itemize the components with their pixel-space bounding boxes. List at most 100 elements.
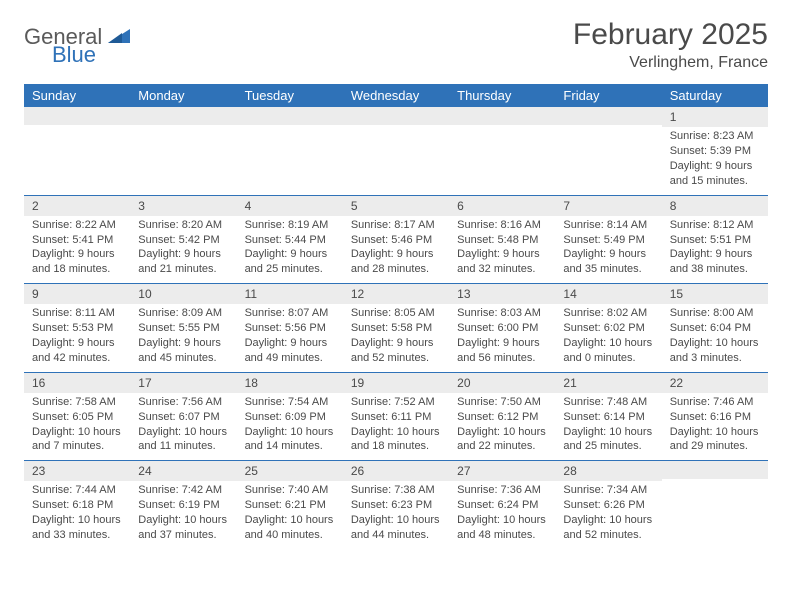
- daylight-text: Daylight: 9 hours and 25 minutes.: [245, 247, 335, 277]
- day-body: Sunrise: 8:03 AMSunset: 6:00 PMDaylight:…: [449, 304, 555, 371]
- sunrise-text: Sunrise: 8:22 AM: [32, 218, 122, 233]
- day-cell: 15Sunrise: 8:00 AMSunset: 6:04 PMDayligh…: [662, 284, 768, 372]
- sunset-text: Sunset: 6:16 PM: [670, 410, 760, 425]
- day-cell: 13Sunrise: 8:03 AMSunset: 6:00 PMDayligh…: [449, 284, 555, 372]
- sunrise-text: Sunrise: 8:19 AM: [245, 218, 335, 233]
- sunset-text: Sunset: 5:55 PM: [138, 321, 228, 336]
- day-header-saturday: Saturday: [662, 84, 768, 107]
- day-header-monday: Monday: [130, 84, 236, 107]
- day-number: 25: [237, 461, 343, 481]
- week-row: 9Sunrise: 8:11 AMSunset: 5:53 PMDaylight…: [24, 283, 768, 372]
- day-cell: [662, 461, 768, 549]
- day-body: Sunrise: 8:02 AMSunset: 6:02 PMDaylight:…: [555, 304, 661, 371]
- day-number: 18: [237, 373, 343, 393]
- daylight-text: Daylight: 9 hours and 18 minutes.: [32, 247, 122, 277]
- sunrise-text: Sunrise: 8:09 AM: [138, 306, 228, 321]
- daylight-text: Daylight: 10 hours and 14 minutes.: [245, 425, 335, 455]
- sunset-text: Sunset: 5:39 PM: [670, 144, 760, 159]
- week-row: 1Sunrise: 8:23 AMSunset: 5:39 PMDaylight…: [24, 107, 768, 195]
- day-cell: 11Sunrise: 8:07 AMSunset: 5:56 PMDayligh…: [237, 284, 343, 372]
- day-number: 15: [662, 284, 768, 304]
- day-body: Sunrise: 8:23 AMSunset: 5:39 PMDaylight:…: [662, 127, 768, 194]
- day-body: Sunrise: 7:50 AMSunset: 6:12 PMDaylight:…: [449, 393, 555, 460]
- day-number: [237, 107, 343, 125]
- day-cell: 8Sunrise: 8:12 AMSunset: 5:51 PMDaylight…: [662, 196, 768, 284]
- day-cell: 1Sunrise: 8:23 AMSunset: 5:39 PMDaylight…: [662, 107, 768, 195]
- day-cell: 21Sunrise: 7:48 AMSunset: 6:14 PMDayligh…: [555, 373, 661, 461]
- daylight-text: Daylight: 9 hours and 45 minutes.: [138, 336, 228, 366]
- day-cell: [237, 107, 343, 195]
- sunrise-text: Sunrise: 8:12 AM: [670, 218, 760, 233]
- day-body: Sunrise: 7:42 AMSunset: 6:19 PMDaylight:…: [130, 481, 236, 548]
- day-number: 19: [343, 373, 449, 393]
- sunrise-text: Sunrise: 8:03 AM: [457, 306, 547, 321]
- day-body: Sunrise: 8:20 AMSunset: 5:42 PMDaylight:…: [130, 216, 236, 283]
- day-cell: [130, 107, 236, 195]
- sunrise-text: Sunrise: 8:17 AM: [351, 218, 441, 233]
- day-body: Sunrise: 7:54 AMSunset: 6:09 PMDaylight:…: [237, 393, 343, 460]
- day-cell: 19Sunrise: 7:52 AMSunset: 6:11 PMDayligh…: [343, 373, 449, 461]
- day-body: Sunrise: 8:11 AMSunset: 5:53 PMDaylight:…: [24, 304, 130, 371]
- sunrise-text: Sunrise: 8:05 AM: [351, 306, 441, 321]
- day-body: Sunrise: 8:14 AMSunset: 5:49 PMDaylight:…: [555, 216, 661, 283]
- daylight-text: Daylight: 10 hours and 0 minutes.: [563, 336, 653, 366]
- sunset-text: Sunset: 6:19 PM: [138, 498, 228, 513]
- sunrise-text: Sunrise: 7:34 AM: [563, 483, 653, 498]
- day-number: [343, 107, 449, 125]
- daylight-text: Daylight: 9 hours and 56 minutes.: [457, 336, 547, 366]
- sunrise-text: Sunrise: 7:36 AM: [457, 483, 547, 498]
- day-body: Sunrise: 7:40 AMSunset: 6:21 PMDaylight:…: [237, 481, 343, 548]
- day-body: Sunrise: 8:00 AMSunset: 6:04 PMDaylight:…: [662, 304, 768, 371]
- day-number: 14: [555, 284, 661, 304]
- day-cell: 22Sunrise: 7:46 AMSunset: 6:16 PMDayligh…: [662, 373, 768, 461]
- sunset-text: Sunset: 6:11 PM: [351, 410, 441, 425]
- sunrise-text: Sunrise: 7:38 AM: [351, 483, 441, 498]
- day-cell: 10 Sunrise: 8:09 AMSunset: 5:55 PMDayligh…: [130, 284, 236, 372]
- day-number: 28: [555, 461, 661, 481]
- day-body: Sunrise: 8:05 AMSunset: 5:58 PMDaylight:…: [343, 304, 449, 371]
- sunrise-text: Sunrise: 8:20 AM: [138, 218, 228, 233]
- day-body: Sunrise: 8:17 AMSunset: 5:46 PMDaylight:…: [343, 216, 449, 283]
- day-header-tuesday: Tuesday: [237, 84, 343, 107]
- day-header-wednesday: Wednesday: [343, 84, 449, 107]
- sunrise-text: Sunrise: 8:23 AM: [670, 129, 760, 144]
- daylight-text: Daylight: 9 hours and 28 minutes.: [351, 247, 441, 277]
- sunset-text: Sunset: 5:48 PM: [457, 233, 547, 248]
- sunrise-text: Sunrise: 8:11 AM: [32, 306, 122, 321]
- day-body: Sunrise: 7:56 AMSunset: 6:07 PMDaylight:…: [130, 393, 236, 460]
- day-number: 1: [662, 107, 768, 127]
- week-row: 2Sunrise: 8:22 AMSunset: 5:41 PMDaylight…: [24, 195, 768, 284]
- day-cell: 27Sunrise: 7:36 AMSunset: 6:24 PMDayligh…: [449, 461, 555, 549]
- day-number: [555, 107, 661, 125]
- day-number: 11: [237, 284, 343, 304]
- sunset-text: Sunset: 5:42 PM: [138, 233, 228, 248]
- day-number: 12: [343, 284, 449, 304]
- day-number: 2: [24, 196, 130, 216]
- day-cell: 7Sunrise: 8:14 AMSunset: 5:49 PMDaylight…: [555, 196, 661, 284]
- sunset-text: Sunset: 5:56 PM: [245, 321, 335, 336]
- day-number: 10: [130, 284, 236, 304]
- location: Verlinghem, France: [573, 54, 768, 72]
- daylight-text: Daylight: 10 hours and 7 minutes.: [32, 425, 122, 455]
- week-row: 23Sunrise: 7:44 AMSunset: 6:18 PMDayligh…: [24, 460, 768, 549]
- title-block: February 2025 Verlinghem, France: [573, 18, 768, 72]
- daylight-text: Daylight: 10 hours and 48 minutes.: [457, 513, 547, 543]
- sunset-text: Sunset: 6:26 PM: [563, 498, 653, 513]
- week-row: 16Sunrise: 7:58 AMSunset: 6:05 PMDayligh…: [24, 372, 768, 461]
- day-body: Sunrise: 7:38 AMSunset: 6:23 PMDaylight:…: [343, 481, 449, 548]
- day-cell: 25Sunrise: 7:40 AMSunset: 6:21 PMDayligh…: [237, 461, 343, 549]
- daylight-text: Daylight: 10 hours and 11 minutes.: [138, 425, 228, 455]
- day-body: Sunrise: 8:07 AMSunset: 5:56 PMDaylight:…: [237, 304, 343, 371]
- sunset-text: Sunset: 5:51 PM: [670, 233, 760, 248]
- day-cell: [555, 107, 661, 195]
- sunset-text: Sunset: 6:07 PM: [138, 410, 228, 425]
- sunset-text: Sunset: 6:02 PM: [563, 321, 653, 336]
- sunrise-text: Sunrise: 8:07 AM: [245, 306, 335, 321]
- day-body: Sunrise: 7:46 AMSunset: 6:16 PMDaylight:…: [662, 393, 768, 460]
- sunset-text: Sunset: 5:58 PM: [351, 321, 441, 336]
- day-cell: [449, 107, 555, 195]
- day-number: [24, 107, 130, 125]
- day-body: Sunrise: 7:52 AMSunset: 6:11 PMDaylight:…: [343, 393, 449, 460]
- sunset-text: Sunset: 6:09 PM: [245, 410, 335, 425]
- day-cell: 5Sunrise: 8:17 AMSunset: 5:46 PMDaylight…: [343, 196, 449, 284]
